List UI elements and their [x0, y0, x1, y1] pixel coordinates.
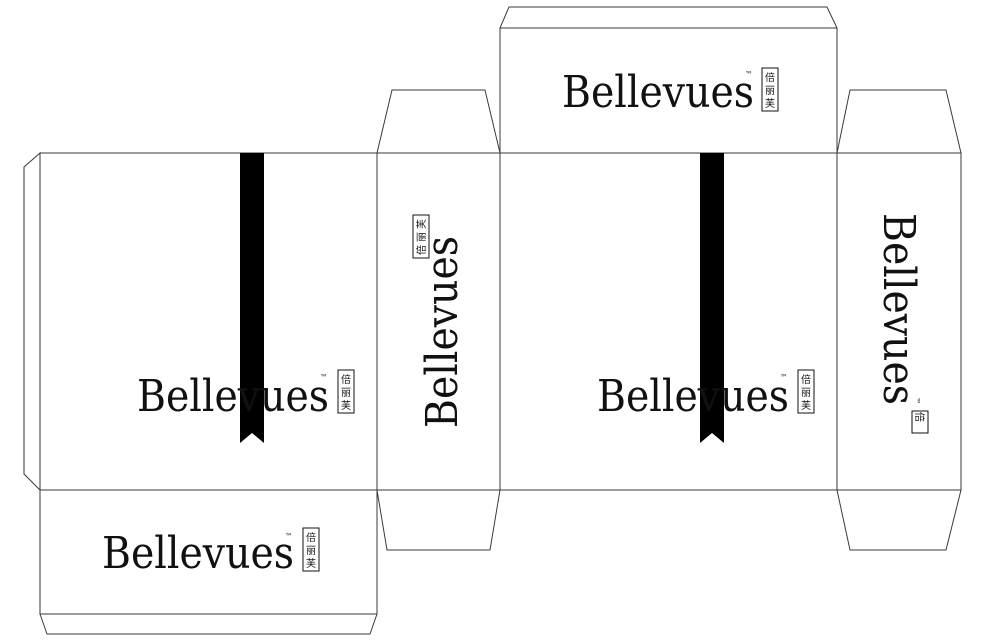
chinese-char-2: 丽: [417, 232, 428, 242]
chinese-char-1: 倍: [341, 373, 351, 386]
chinese-char-3: 芙: [341, 399, 351, 412]
brand-name: Bellevues: [562, 67, 754, 118]
back-panel: [499, 152, 838, 491]
brand-name: Bellevues: [137, 371, 329, 422]
top-lid-tongue: [499, 6, 838, 29]
front-panel: [39, 152, 378, 491]
trademark-mark: ™: [320, 373, 328, 382]
chinese-char-2: 丽: [765, 86, 775, 97]
brand-name: Bellevues: [102, 528, 294, 579]
bottom-panel: [39, 489, 378, 615]
chinese-char-2: 丽: [306, 546, 316, 557]
chinese-char-3: 芙: [306, 557, 316, 570]
side-panel-left: [376, 152, 501, 491]
chinese-char-1: 倍: [306, 531, 316, 544]
chinese-seal-box: [302, 527, 320, 572]
chinese-seal-box: [761, 67, 779, 112]
chinese-char-1: 倍: [765, 71, 775, 84]
ribbon-back: [700, 153, 724, 443]
logo-side-right: Bellevues ™ 倍 丽 芙: [873, 213, 929, 434]
dust-flap-bottom-left: [376, 489, 501, 551]
trademark-mark: ™: [912, 397, 921, 405]
dust-flap-top-right: [836, 89, 962, 154]
chinese-seal-box: [337, 369, 355, 414]
logo-top-lid: Bellevues ™ 倍 丽 芙: [562, 67, 779, 118]
chinese-char-1: 倍: [415, 245, 428, 255]
chinese-char-2: 丽: [801, 388, 811, 399]
logo-back: Bellevues ™ 倍 丽 芙: [597, 369, 815, 422]
trademark-mark: ™: [285, 532, 293, 541]
logo-bottom: Bellevues ™ 倍 丽 芙: [102, 527, 320, 579]
brand-name: Bellevues: [417, 236, 468, 428]
chinese-seal-box: [911, 410, 929, 434]
logo-front: Bellevues ™ 倍 丽 芙: [137, 369, 355, 422]
logo-side-left: Bellevues ™ 倍 丽 芙: [412, 214, 468, 428]
brand-name: Bellevues: [597, 371, 789, 422]
glue-flap: [23, 151, 41, 492]
brand-name: Bellevues: [873, 213, 924, 405]
chinese-char-3: 芙: [765, 97, 775, 110]
chinese-seal-box: [412, 214, 430, 259]
chinese-char-1: 倍: [801, 373, 811, 386]
chinese-char-3: 芙: [415, 219, 428, 229]
chinese-char-2: 丽: [341, 388, 351, 399]
dust-flap-bottom-right: [836, 489, 962, 551]
dust-flap-top-left: [376, 89, 501, 154]
trademark-mark: ™: [780, 373, 788, 382]
ribbon-front: [240, 153, 264, 443]
trademark-mark: ™: [745, 70, 753, 79]
chinese-char-3: 芙: [801, 399, 811, 412]
side-panel-right: [836, 152, 962, 491]
bottom-tongue: [39, 613, 378, 635]
chinese-char-1: 倍: [913, 412, 926, 422]
chinese-seal-box: [797, 369, 815, 414]
